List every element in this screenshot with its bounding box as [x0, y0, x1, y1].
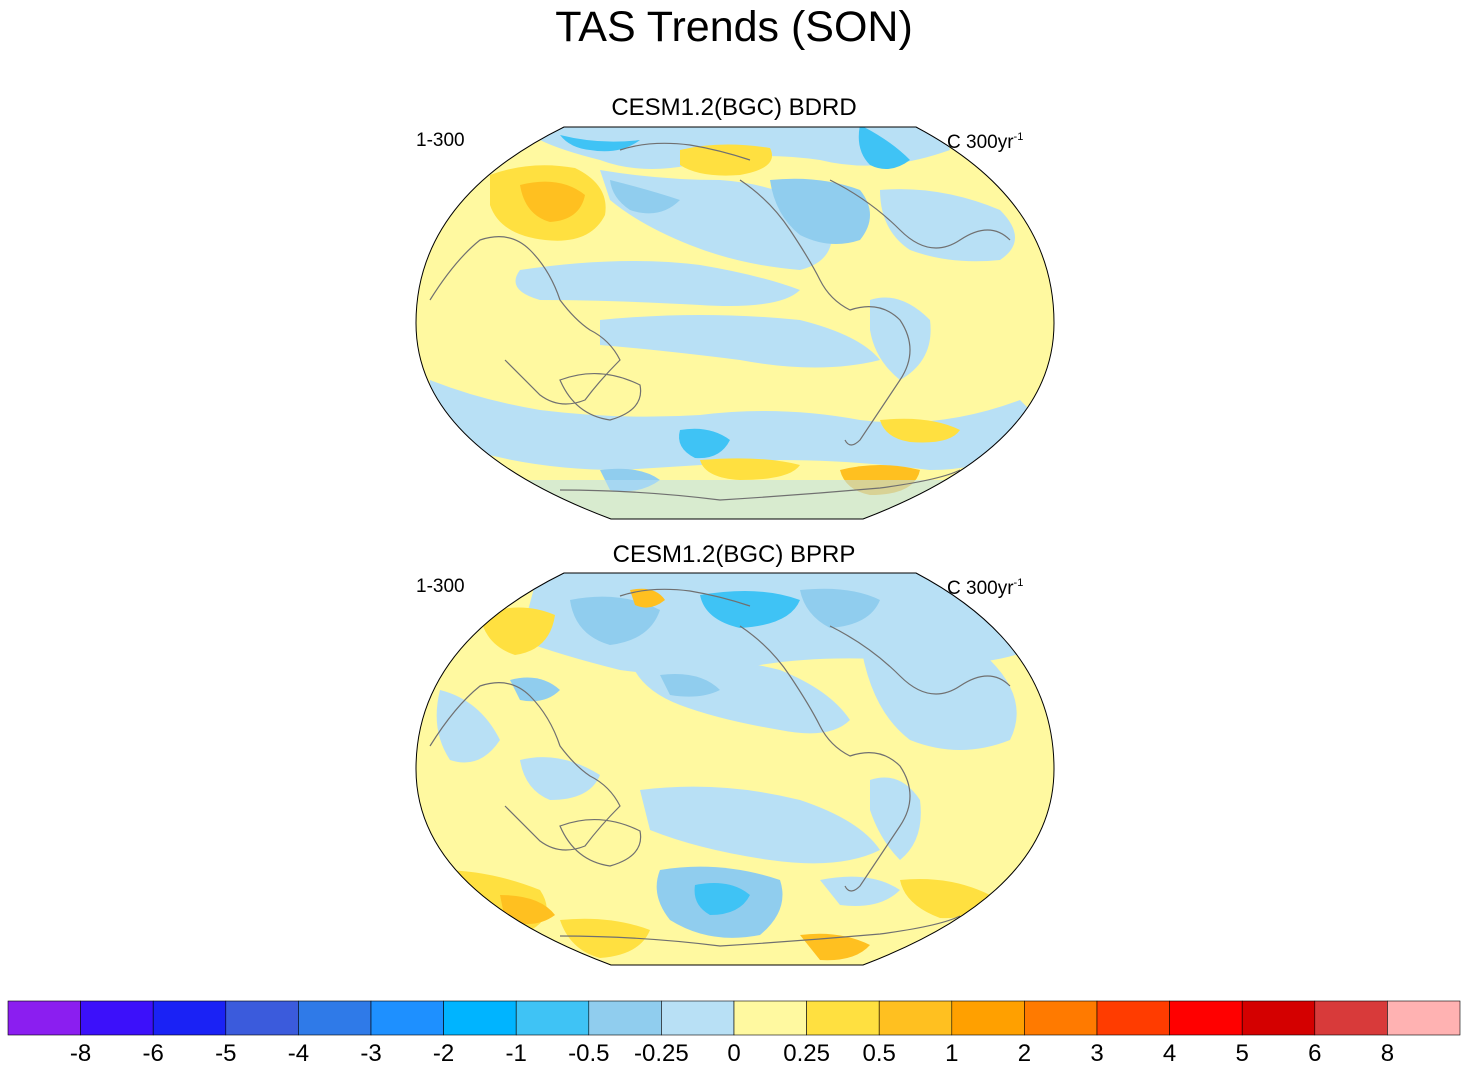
colorbar-box — [370, 1000, 444, 1036]
colorbar-box — [1241, 1000, 1316, 1036]
colorbar-box — [515, 1000, 590, 1036]
colorbar-box — [225, 1000, 299, 1036]
colorbar-tick-label: -1 — [505, 1040, 527, 1067]
colorbar-box — [1314, 1000, 1388, 1036]
units-label-top: C 300yr-1 — [947, 131, 1024, 153]
colorbar-tick-label: 5 — [1235, 1040, 1249, 1067]
colorbar-box — [1096, 1000, 1170, 1036]
colorbar-tick-label: -3 — [360, 1040, 382, 1067]
colorbar-tick-label: -5 — [215, 1040, 237, 1067]
colorbar-tick-label: 0.25 — [783, 1040, 830, 1067]
units-label-bottom: C 300yr-1 — [947, 577, 1024, 599]
colorbar-tick-label: 0.5 — [862, 1040, 896, 1067]
colorbar-tick-label: 0 — [727, 1040, 741, 1067]
colorbar-box — [661, 1000, 735, 1036]
colorbar-box — [588, 1000, 662, 1036]
panel-title-top: CESM1.2(BGC) BDRD — [611, 94, 857, 121]
coastlines-top — [429, 142, 1011, 501]
colorbar-box — [1024, 1000, 1098, 1036]
coastlines-bottom — [429, 588, 1011, 947]
period-label-bottom: 1-300 — [416, 576, 465, 597]
colorbar-box — [733, 1000, 807, 1036]
panel-title-bottom: CESM1.2(BGC) BPRP — [612, 541, 856, 568]
main-title: TAS Trends (SON) — [555, 3, 913, 51]
colorbar-tick-label: 2 — [1017, 1040, 1032, 1067]
colorbar-tick-label: -2 — [432, 1040, 455, 1067]
map-bottom — [416, 573, 1054, 965]
colorbar-box — [878, 1000, 953, 1036]
map-frame-bottom — [415, 572, 1055, 966]
colorbar-tick-label: -0.25 — [634, 1040, 689, 1067]
colorbar-tick-label: -6 — [142, 1040, 164, 1067]
colorbar-tick-label: 3 — [1090, 1040, 1104, 1067]
colorbar-box — [1169, 1000, 1243, 1036]
colorbar-tick-label: 4 — [1162, 1040, 1177, 1067]
period-label-top: 1-300 — [416, 130, 465, 151]
map-top — [416, 127, 1054, 519]
colorbar-box — [298, 1000, 372, 1036]
colorbar-tick-label: 6 — [1308, 1040, 1322, 1067]
colorbar-box — [951, 1000, 1025, 1036]
colorbar-box — [80, 1000, 154, 1036]
colorbar-tick-label: -8 — [69, 1040, 92, 1067]
colorbar-tick-label: 8 — [1380, 1040, 1395, 1067]
colorbar-tick-label: 1 — [945, 1040, 959, 1067]
colorbar-box — [1387, 1000, 1461, 1036]
colorbar-box — [7, 1000, 81, 1036]
colorbar-box — [152, 1000, 227, 1036]
colorbar-tick-label: -4 — [287, 1040, 310, 1067]
colorbar-box — [806, 1000, 880, 1036]
colorbar-box — [443, 1000, 517, 1036]
colorbar-tick-label: -0.5 — [568, 1040, 610, 1067]
map-frame-top — [415, 126, 1055, 520]
colorbar — [7, 1000, 1461, 1036]
